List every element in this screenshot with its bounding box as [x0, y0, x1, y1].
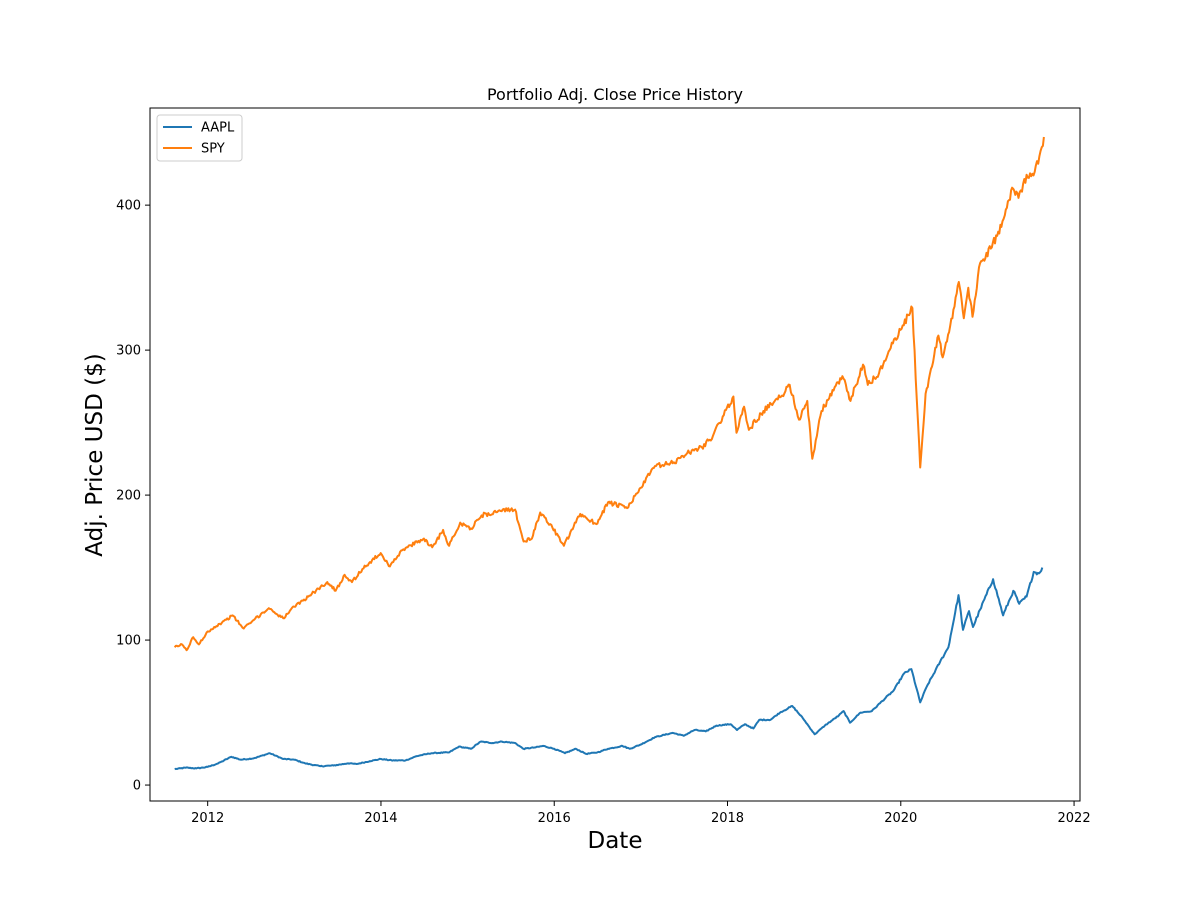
y-tick-label: 400 [116, 199, 141, 214]
legend-label-spy: SPY [201, 142, 225, 157]
x-tick-label: 2022 [1058, 811, 1091, 826]
x-tick-label: 2020 [884, 811, 917, 826]
y-axis: 0 100 200 300 400 [116, 199, 150, 794]
x-tick-label: 2012 [191, 811, 224, 826]
series-line-aapl [174, 567, 1044, 771]
series-line-spy [173, 136, 1045, 652]
legend: AAPL SPY [156, 114, 243, 162]
x-tick-label: 2016 [538, 811, 571, 826]
x-axis-label: Date [588, 828, 643, 854]
x-tick-label: 2014 [364, 811, 397, 826]
legend-label-aapl: AAPL [201, 121, 235, 136]
y-axis-label: Adj. Price USD ($) [82, 353, 108, 556]
x-axis: 2012 2014 2016 2018 2020 2022 [191, 801, 1091, 826]
plot-frame [149, 107, 1081, 802]
y-tick-label: 200 [116, 489, 141, 504]
series-layer [173, 136, 1045, 771]
y-tick-label: 100 [116, 634, 141, 649]
x-tick-label: 2018 [711, 811, 744, 826]
chart-title: Portfolio Adj. Close Price History [487, 85, 743, 104]
y-tick-label: 0 [133, 779, 141, 794]
y-tick-label: 300 [116, 344, 141, 359]
